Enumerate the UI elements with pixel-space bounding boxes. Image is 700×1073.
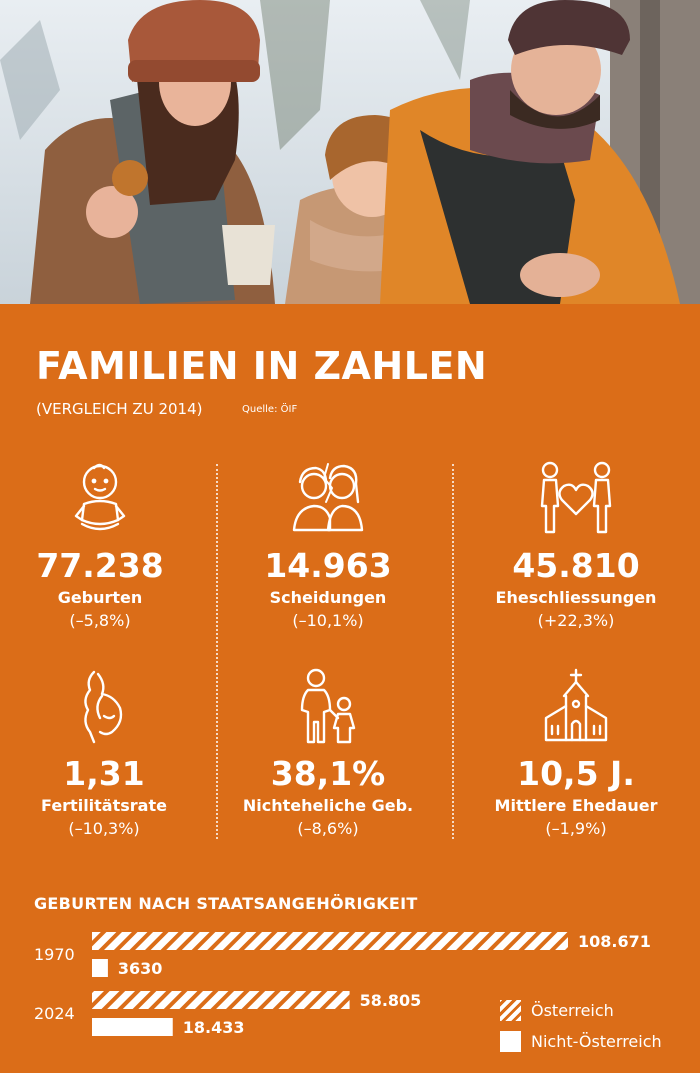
stat-marriages: 45.810 Eheschliessungen (+22,3%) <box>476 458 676 630</box>
stat-change: (–10,3%) <box>68 819 140 838</box>
stat-value: 1,31 <box>63 754 145 793</box>
stat-label: Scheidungen <box>269 588 387 607</box>
legend-swatch-solid <box>500 1031 521 1052</box>
bar-value-label: 58.805 <box>360 991 422 1010</box>
stats-panel: FAMILIEN IN ZAHLEN (VERGLEICH ZU 2014) Q… <box>0 304 700 1073</box>
legend-item-non-austria: Nicht-Österreich <box>500 1031 662 1052</box>
chart-title: GEBURTEN NACH STAATSANGEHÖRIGKEIT <box>34 894 418 913</box>
stat-label: Eheschliessungen <box>495 588 657 607</box>
stat-value: 10,5 J. <box>517 754 635 793</box>
stat-change: (–10,1%) <box>292 611 364 630</box>
stat-label: Nichteheliche Geb. <box>242 796 414 815</box>
legend-item-austria: Österreich <box>500 1000 614 1021</box>
births-nationality-chart: 1970 108.671 3630 2024 58.805 18.433 <box>34 932 651 1037</box>
stat-value: 77.238 <box>36 546 164 585</box>
pregnant-icon <box>84 670 123 744</box>
family-winter-photo <box>0 0 700 304</box>
stat-fertility: 1,31 Fertilitätsrate (–10,3%) <box>4 666 204 838</box>
stat-label: Fertilitätsrate <box>41 796 167 815</box>
stat-label: Mittlere Ehedauer <box>494 796 658 815</box>
bar-value-label: 3630 <box>118 959 163 978</box>
couple-heart-icon <box>540 461 612 534</box>
category-label: 2024 <box>34 1004 75 1023</box>
bar-value-label: 18.433 <box>183 1018 245 1037</box>
stat-births: 77.238 Geburten (–5,8%) <box>0 458 200 630</box>
stat-value: 38,1% <box>270 754 386 793</box>
column-divider <box>216 464 218 839</box>
comparison-note: (VERGLEICH ZU 2014) <box>36 400 203 418</box>
bar-value-label: 108.671 <box>578 932 651 951</box>
bar-austria-1970 <box>92 932 568 950</box>
page-title: FAMILIEN IN ZAHLEN <box>36 344 488 388</box>
legend-label: Nicht-Österreich <box>531 1032 662 1051</box>
stat-label: Geburten <box>57 588 143 607</box>
divorce-icon <box>292 463 364 532</box>
column-divider <box>452 464 454 839</box>
bar-non-austria-2024 <box>92 1018 173 1036</box>
bar-austria-2024 <box>92 991 350 1009</box>
header-photo <box>0 0 700 304</box>
stat-change: (–5,8%) <box>69 611 131 630</box>
category-label: 1970 <box>34 945 75 964</box>
stat-divorces: 14.963 Scheidungen (–10,1%) <box>228 458 428 630</box>
source-note: Quelle: ÖIF <box>242 404 298 415</box>
church-icon <box>544 668 608 742</box>
baby-icon <box>74 463 126 531</box>
legend-swatch-hatched <box>500 1000 521 1021</box>
legend-label: Österreich <box>531 1001 614 1020</box>
stat-change: (–1,9%) <box>545 819 607 838</box>
stat-change: (+22,3%) <box>537 611 615 630</box>
stat-marriage-duration: 10,5 J. Mittlere Ehedauer (–1,9%) <box>476 666 676 838</box>
bar-non-austria-1970 <box>92 959 108 977</box>
stat-value: 14.963 <box>264 546 392 585</box>
stat-change: (–8,6%) <box>297 819 359 838</box>
parent-child-icon <box>300 668 356 744</box>
stat-value: 45.810 <box>512 546 640 585</box>
stat-nonmarital-births: 38,1% Nichteheliche Geb. (–8,6%) <box>228 666 428 838</box>
